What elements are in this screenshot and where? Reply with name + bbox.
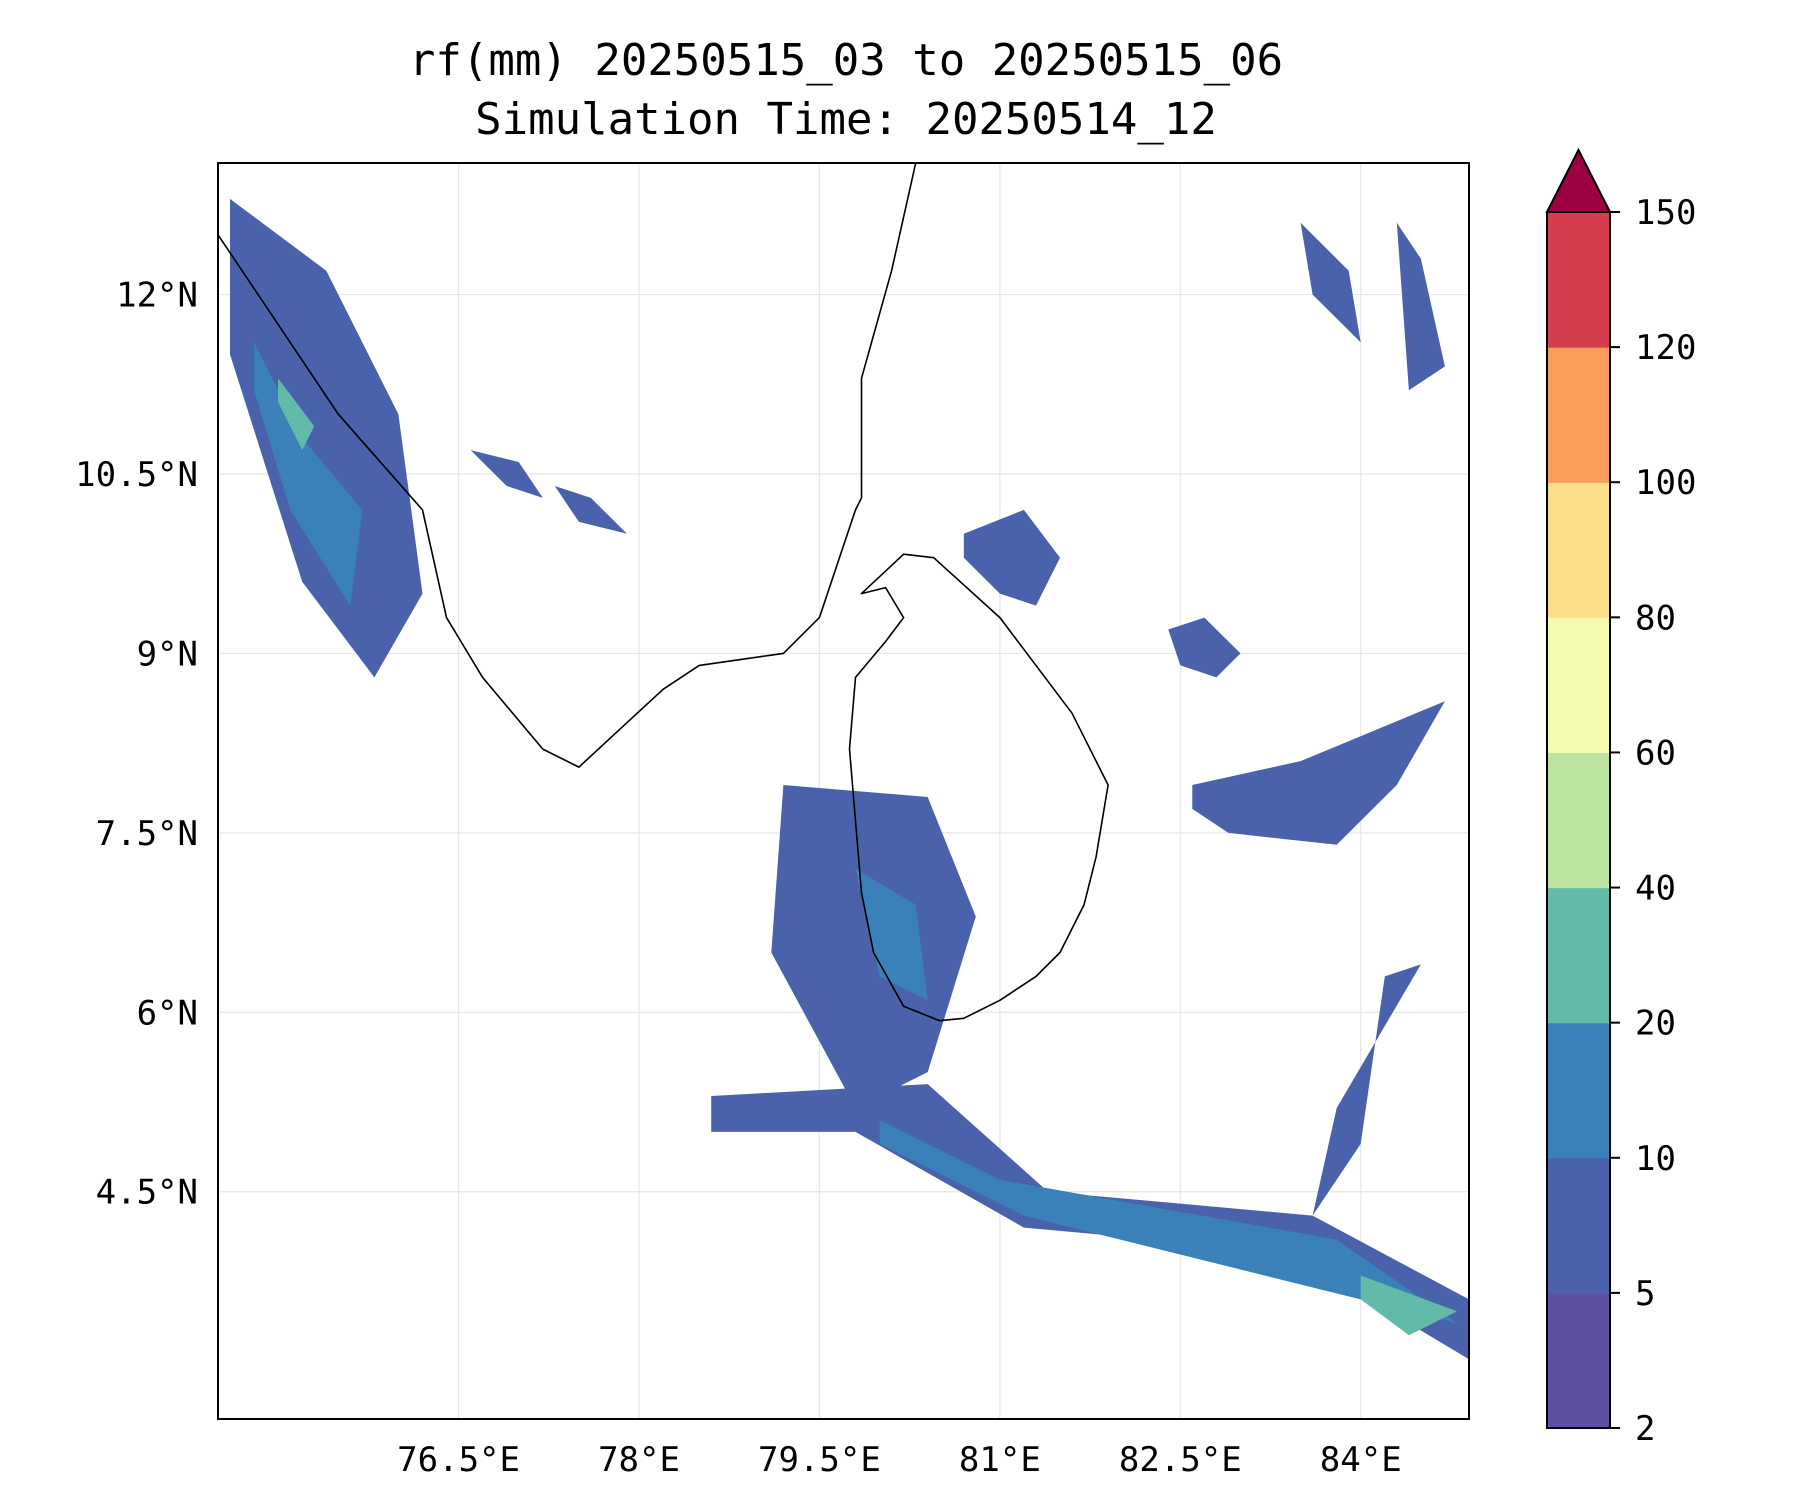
colorbar-tick-label: 40 bbox=[1635, 869, 1676, 909]
longitude-tick-labels: 76.5°E 78°E 79.5°E 81°E 82.5°E 84°E bbox=[397, 1440, 1402, 1480]
colorbar-tick-label: 5 bbox=[1635, 1274, 1655, 1314]
x-tick-label: 78°E bbox=[598, 1440, 680, 1480]
coastlines bbox=[218, 163, 1109, 1022]
y-tick-label: 10.5°N bbox=[75, 455, 198, 495]
rain-area-8 bbox=[1192, 701, 1445, 845]
colorbar-segment-0 bbox=[1547, 1292, 1610, 1429]
colorbar-extend-arrow bbox=[1545, 147, 1612, 213]
rain-area-12 bbox=[1300, 222, 1361, 343]
y-tick-label: 12°N bbox=[116, 276, 198, 316]
map-frame bbox=[217, 162, 1470, 1420]
colorbar-segment-2 bbox=[1547, 1022, 1610, 1159]
colorbar-tick-label: 80 bbox=[1635, 598, 1676, 638]
colorbar-tick-label: 120 bbox=[1635, 328, 1696, 368]
rain-area-4 bbox=[855, 868, 928, 1001]
y-tick-label: 4.5°N bbox=[96, 1173, 198, 1213]
map-title-line-2: Simulation Time: 20250514_12 bbox=[475, 94, 1217, 145]
colorbar-segment-8 bbox=[1547, 212, 1610, 348]
y-tick-label: 7.5°N bbox=[96, 814, 198, 854]
colorbar-tick-label: 100 bbox=[1635, 463, 1696, 503]
rain-area-11 bbox=[1168, 617, 1241, 678]
x-tick-label: 84°E bbox=[1320, 1440, 1402, 1480]
colorbar-tick-label: 10 bbox=[1635, 1139, 1676, 1179]
rain-area-7 bbox=[1360, 1275, 1457, 1336]
colorbar-segment-1 bbox=[1547, 1157, 1610, 1294]
rain-area-9 bbox=[1312, 964, 1421, 1216]
rainfall-contours bbox=[230, 198, 1469, 1360]
colorbar-segment-7 bbox=[1547, 347, 1610, 483]
latitude-tick-labels: 12°N 10.5°N 9°N 7.5°N 6°N 4.5°N bbox=[75, 276, 198, 1213]
x-tick-label: 76.5°E bbox=[397, 1440, 520, 1480]
colorbar-tick-label: 150 bbox=[1635, 193, 1696, 233]
rain-area-10 bbox=[963, 509, 1060, 606]
y-tick-label: 9°N bbox=[137, 634, 198, 674]
rain-area-2 bbox=[278, 378, 315, 451]
y-tick-label: 6°N bbox=[137, 993, 198, 1033]
x-tick-label: 81°E bbox=[959, 1440, 1041, 1480]
india-coastline bbox=[218, 163, 917, 768]
sri-lanka-coastline bbox=[848, 553, 1109, 1022]
colorbar-tick-label: 20 bbox=[1635, 1004, 1676, 1044]
rain-area-13 bbox=[1396, 222, 1445, 391]
colorbar-segment-4 bbox=[1547, 752, 1610, 889]
colorbar-segment-3 bbox=[1547, 887, 1610, 1024]
colorbar-segment-6 bbox=[1547, 482, 1610, 618]
rain-area-0 bbox=[230, 198, 423, 678]
x-tick-label: 82.5°E bbox=[1119, 1440, 1242, 1480]
rain-area-14 bbox=[470, 450, 543, 498]
map-panel: 76.5°E 78°E 79.5°E 81°E 82.5°E 84°E 12°N 10.5°… bbox=[75, 162, 1470, 1480]
colorbar-tick-label: 2 bbox=[1635, 1409, 1655, 1449]
rain-area-15 bbox=[554, 486, 627, 534]
colorbar-frame bbox=[1546, 211, 1611, 1429]
map-title-line-1: rf(mm) 20250515_03 to 20250515_06 bbox=[409, 35, 1283, 86]
rain-area-6 bbox=[879, 1120, 1457, 1324]
colorbar-tick-label: 60 bbox=[1635, 733, 1676, 773]
colorbar: 2 5 10 20 40 60 80 100 120 150 bbox=[1545, 147, 1696, 1449]
colorbar-segment-5 bbox=[1547, 617, 1610, 754]
x-tick-label: 79.5°E bbox=[758, 1440, 881, 1480]
